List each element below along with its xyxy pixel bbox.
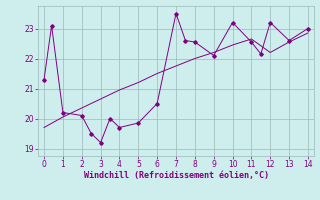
X-axis label: Windchill (Refroidissement éolien,°C): Windchill (Refroidissement éolien,°C) <box>84 171 268 180</box>
